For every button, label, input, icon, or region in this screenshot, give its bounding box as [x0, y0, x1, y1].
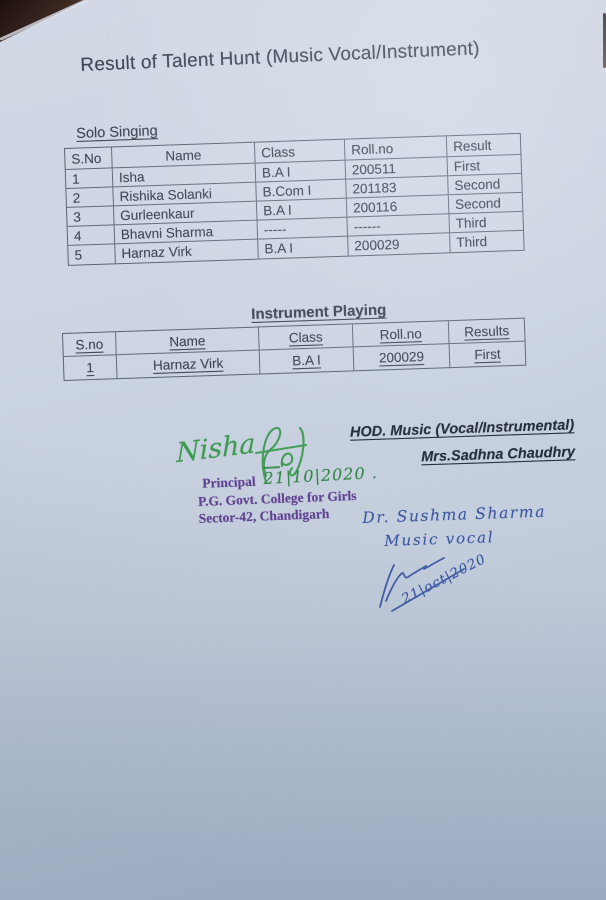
table-cell: 200029	[348, 233, 451, 256]
column-header: S.No	[65, 147, 113, 170]
column-header: S.no	[63, 332, 117, 357]
table-cell: 2	[66, 187, 114, 208]
table-cell: Second	[448, 173, 522, 196]
column-header: Class	[254, 139, 346, 164]
table-cell: Harnaz Virk	[116, 350, 261, 379]
table-cell: 3	[66, 206, 115, 227]
hod-title: HOD. Music (Vocal/Instrumental)	[349, 417, 575, 441]
table-cell: 1	[65, 168, 114, 189]
table-cell: 200029	[353, 344, 451, 371]
column-header: Roll.no	[352, 321, 450, 348]
music-teacher-signature-icon	[379, 557, 465, 612]
music-teacher-role: Music vocal	[384, 528, 495, 550]
signature-flourish-icon	[254, 426, 308, 484]
background-sliver	[603, 13, 606, 68]
principal-signature: Nisha	[176, 428, 256, 470]
table-cell: First	[474, 346, 501, 363]
hod-name: Mrs.Sadhna Chaudhry	[420, 444, 576, 466]
table-cell: Third	[456, 234, 488, 251]
solo-singing-table: S.No Name Class Roll.no Result 1 Isha B.…	[64, 132, 525, 266]
solo-singing-heading: Solo Singing	[76, 123, 158, 142]
hod-block: HOD. Music (Vocal/Instrumental) Mrs.Sadh…	[342, 417, 576, 468]
column-header: Result	[446, 133, 521, 158]
column-header: Results	[448, 318, 525, 345]
instrument-playing-table: S.no Name Class Roll.no Results 1 Harnaz…	[62, 317, 527, 381]
document-title: Result of Talent Hunt (Music Vocal/Instr…	[80, 38, 481, 76]
instrument-playing-heading: Instrument Playing	[251, 301, 387, 323]
table-cell: 4	[67, 225, 116, 246]
column-header: Class	[258, 324, 354, 351]
table-cell: Second	[448, 192, 523, 215]
table-cell: First	[447, 154, 522, 177]
table-cell: Harnaz Virk	[115, 239, 259, 264]
table-cell: 1	[63, 355, 118, 380]
table-cell: 5	[68, 244, 116, 265]
music-teacher-name: Dr. Sushma Sharma	[362, 502, 547, 527]
table-cell: Third	[449, 211, 523, 234]
principal-stamp: Principal P.G. Govt. College for Girls S…	[197, 469, 358, 528]
table-cell: B.A I	[259, 347, 355, 374]
table-cell: B.A I	[258, 236, 349, 259]
